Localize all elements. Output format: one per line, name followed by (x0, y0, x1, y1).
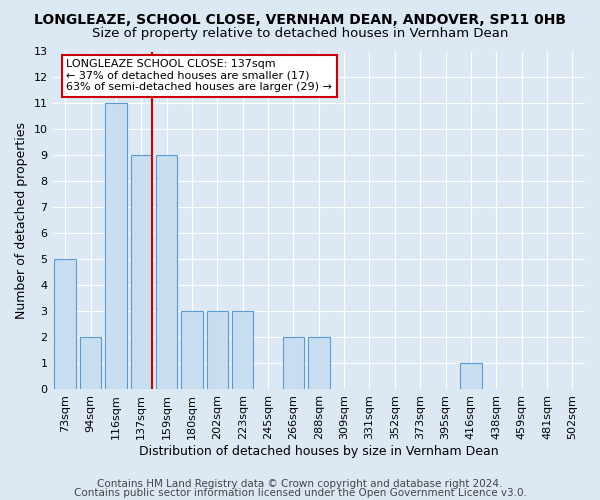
Bar (105, 104, 127, 389)
Text: Contains public sector information licensed under the Open Government Licence v3: Contains public sector information licen… (74, 488, 526, 498)
Bar (308, 337, 329, 389)
Bar (131, 156, 152, 389)
X-axis label: Distribution of detached houses by size in Vernham Dean: Distribution of detached houses by size … (139, 444, 499, 458)
Text: Contains HM Land Registry data © Crown copyright and database right 2024.: Contains HM Land Registry data © Crown c… (97, 479, 503, 489)
Bar (80, 337, 101, 389)
Bar (460, 363, 482, 389)
Text: Size of property relative to detached houses in Vernham Dean: Size of property relative to detached ho… (92, 28, 508, 40)
Bar (206, 311, 228, 389)
Bar (283, 337, 304, 389)
Bar (55, 259, 76, 389)
Bar (232, 311, 253, 389)
Y-axis label: Number of detached properties: Number of detached properties (15, 122, 28, 318)
Text: LONGLEAZE, SCHOOL CLOSE, VERNHAM DEAN, ANDOVER, SP11 0HB: LONGLEAZE, SCHOOL CLOSE, VERNHAM DEAN, A… (34, 12, 566, 26)
Text: LONGLEAZE SCHOOL CLOSE: 137sqm
← 37% of detached houses are smaller (17)
63% of : LONGLEAZE SCHOOL CLOSE: 137sqm ← 37% of … (67, 60, 332, 92)
Bar (181, 311, 203, 389)
Bar (156, 156, 178, 389)
